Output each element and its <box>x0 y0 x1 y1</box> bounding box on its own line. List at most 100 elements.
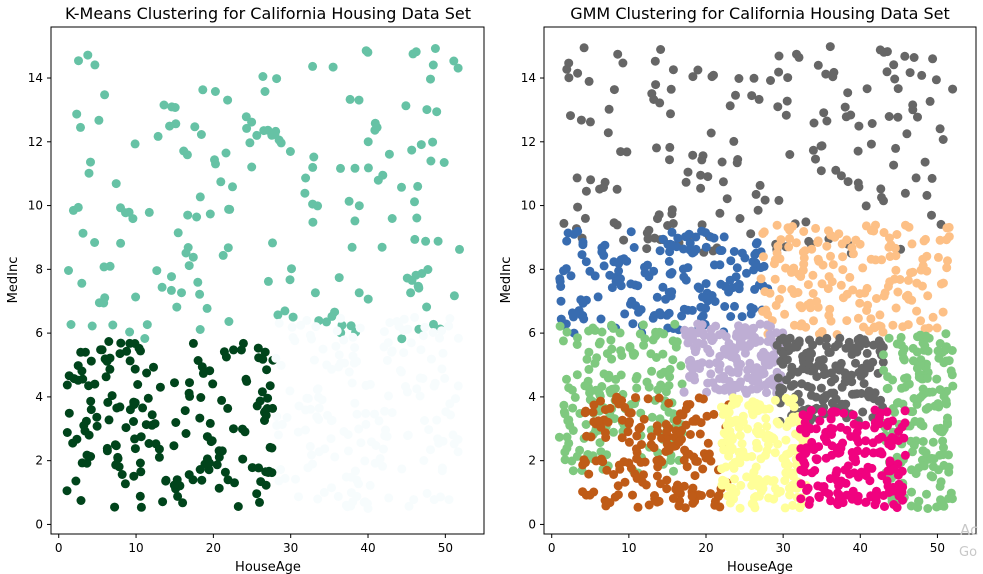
scatter-point <box>192 212 202 222</box>
scatter-point <box>255 396 265 406</box>
scatter-point <box>418 331 428 341</box>
scatter-point <box>803 483 813 493</box>
scatter-point <box>311 322 321 332</box>
scatter-point <box>129 471 139 481</box>
scatter-point <box>757 352 767 362</box>
scatter-point <box>872 294 881 303</box>
scatter-point <box>628 319 638 329</box>
scatter-point <box>715 208 725 218</box>
scatter-point <box>397 464 407 474</box>
scatter-point <box>662 484 672 494</box>
scatter-point <box>829 67 839 77</box>
scatter-point <box>285 386 295 396</box>
scatter-point <box>82 458 92 468</box>
scatter-point <box>642 244 652 254</box>
scatter-point <box>652 497 662 507</box>
scatter-point <box>584 76 594 86</box>
scatter-point <box>309 152 319 162</box>
scatter-point <box>827 277 837 287</box>
scatter-point <box>605 270 615 280</box>
scatter-point <box>658 282 668 292</box>
scatter-point <box>647 366 657 376</box>
scatter-point <box>144 207 154 217</box>
scatter-point <box>720 302 730 311</box>
scatter-point <box>697 220 707 230</box>
scatter-point <box>572 173 582 183</box>
scatter-point <box>889 160 899 170</box>
scatter-point <box>626 227 636 237</box>
scatter-point <box>616 346 626 356</box>
scatter-point <box>843 177 853 187</box>
scatter-point <box>183 243 193 252</box>
scatter-point <box>446 410 455 420</box>
scatter-point <box>708 246 718 256</box>
scatter-point <box>661 294 671 304</box>
scatter-point <box>709 233 719 243</box>
scatter-point <box>631 393 640 403</box>
scatter-point <box>420 416 429 425</box>
cluster-7 <box>578 392 734 513</box>
scatter-point <box>926 471 936 481</box>
scatter-point <box>893 84 903 94</box>
scatter-point <box>825 42 835 52</box>
scatter-point <box>308 61 318 71</box>
scatter-point <box>307 334 316 344</box>
scatter-point <box>856 389 866 398</box>
scatter-point <box>866 314 876 324</box>
scatter-point <box>824 489 834 499</box>
scatter-point <box>902 129 912 139</box>
scatter-point <box>805 354 814 364</box>
scatter-point <box>345 94 355 104</box>
scatter-point <box>336 163 345 173</box>
scatter-point <box>270 130 280 139</box>
scatter-point <box>816 166 826 176</box>
scatter-point <box>343 430 353 440</box>
scatter-point <box>875 310 885 320</box>
scatter-point <box>772 328 781 338</box>
scatter-point <box>401 382 410 391</box>
scatter-point <box>116 238 126 248</box>
scatter-point <box>760 287 770 297</box>
scatter-point <box>766 322 775 332</box>
scatter-point <box>897 466 907 476</box>
scatter-point <box>261 480 271 490</box>
scatter-point <box>740 348 750 358</box>
scatter-point <box>948 84 958 94</box>
scatter-point <box>775 486 785 496</box>
scatter-point <box>650 56 660 66</box>
scatter-point <box>86 157 95 167</box>
scatter-point <box>742 268 751 278</box>
scatter-point <box>346 472 356 482</box>
scatter-point <box>64 371 74 381</box>
scatter-point <box>735 458 745 468</box>
scatter-point <box>922 373 932 383</box>
scatter-point <box>361 408 371 418</box>
scatter-point <box>943 413 952 423</box>
scatter-point <box>577 250 587 260</box>
scatter-point <box>900 406 910 416</box>
scatter-point <box>622 256 632 266</box>
scatter-point <box>664 308 674 318</box>
scatter-point <box>314 403 324 413</box>
scatter-point <box>228 182 237 192</box>
scatter-point <box>811 424 821 434</box>
scatter-point <box>130 434 140 444</box>
scatter-point <box>217 395 227 405</box>
scatter-point <box>841 399 851 409</box>
scatter-point <box>813 254 823 264</box>
scatter-point <box>808 340 818 350</box>
scatter-point <box>596 456 606 466</box>
scatter-point <box>748 324 758 333</box>
scatter-point <box>817 482 826 492</box>
scatter-point <box>169 480 179 490</box>
scatter-point <box>178 498 188 508</box>
scatter-point <box>617 415 627 425</box>
scatter-point <box>613 394 623 404</box>
scatter-point <box>556 282 566 291</box>
scatter-point <box>613 481 623 491</box>
watermark-line1: Ac <box>960 521 978 539</box>
scatter-point <box>282 413 292 422</box>
scatter-point <box>607 320 616 330</box>
scatter-point <box>785 344 795 353</box>
scatter-point <box>869 322 879 332</box>
